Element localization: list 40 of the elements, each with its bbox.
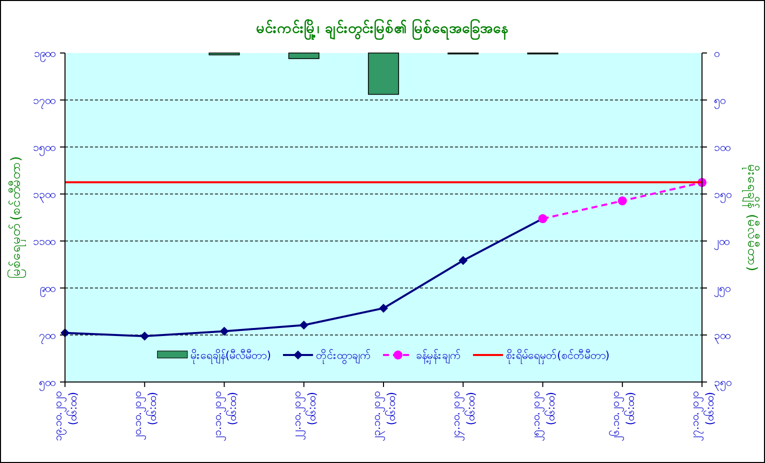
y-tick-label: ၁၇၀၀ [33,94,55,109]
x-tick-label: ၂၁.၁၀.၂၀၂၀ (၀၆:၀၀) [210,392,239,441]
y2-axis-title: မိုးရေချိန် (မီလီမီတာ) [742,164,760,272]
point [220,326,229,336]
y2-tick-label: ၂၀၀ [714,235,729,250]
bar [368,52,400,95]
x-tick-label: ၂၀.၁၀.၂၀၂၀ (၀၆:၀၀) [131,392,160,440]
y2-tick-label: ၁၀၀ [714,141,730,154]
y-tick-label: ၅၀၀ [39,376,55,391]
y-tick-label: ၁၁၀၀ [33,235,55,248]
y-tick-label: ၇၀၀ [39,329,55,344]
chart-title: မင်းကင်းမြို့၊ ချင်းတွင်းမြစ်၏ မြစ်ရေအခြေအနေ [256,19,509,40]
legend-label: ခန့်မှန်းချက် [416,349,461,364]
point [379,304,388,313]
point [458,256,468,266]
y-tick-label: ၁၅၀၀ [33,141,55,156]
x-tick-label: ၂၅.၁၀.၂၀၂၀ (၀၆:၀၀) [529,392,558,441]
x-tick-label: ၂၆.၁၀.၂၀၂၀ (၀၆:၀၀) [608,392,637,441]
y-tick-label: ၁၉၀၀ [34,47,55,62]
y2-tick-label: ၁၅၀ [714,188,731,203]
y2-tick-label: ၃၅၀ [714,376,731,391]
x-tick-label: ၂၇.၁၀.၂၀၂၀ (၀၆:၀၀) [688,392,716,441]
y-axis-title: မြစ်ရေမှတ် (စင်တီမီတာ) [7,156,26,279]
y-tick-label: ၉၀၀ [40,282,55,297]
point [618,196,627,206]
x-tick-label: ၂၄.၁၀.၂၀၂၀ (၀၆:၀၀) [450,392,478,441]
x-tick-label: ၂၂.၁၀.၂၀၂၀ (၀၆:၀၀) [290,392,318,440]
y2-tick-label: ၃၀၀ [714,329,730,344]
y2-tick-label: ၀ [714,47,719,60]
x-tick-label: ၂၃.၁၀.၂၀၂၀ (၀၆:၀၀) [370,392,398,441]
legend-label: တိုင်းထွာချက် [316,349,371,364]
y-tick-label: ၁၃၀၀ [33,188,55,203]
y2-tick-label: ၅၀ [714,94,725,109]
bar [288,52,320,60]
legend-label: မိုးရေချိန်(မီလီမီတာ) [190,349,271,364]
point [140,332,150,341]
x-tick-label: ၁၉.၁၀.၂၀၂၀ (၀၆:၀၀) [52,392,80,441]
point [299,320,308,330]
legend-label: စိုးရိမ်ရေမှတ်(စင်တီမီတာ) [506,349,610,364]
y2-tick-label: ၂၅၀ [714,282,730,297]
